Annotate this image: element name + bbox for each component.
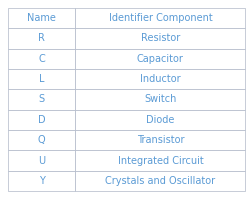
Bar — [75, 69, 244, 89]
Bar — [8, 8, 75, 28]
Text: Integrated Circuit: Integrated Circuit — [117, 156, 202, 166]
Bar — [8, 130, 75, 150]
Bar — [8, 69, 75, 89]
Text: Identifier Component: Identifier Component — [108, 13, 211, 23]
Bar — [75, 171, 244, 191]
Bar — [8, 110, 75, 130]
Text: U: U — [38, 156, 45, 166]
Bar — [8, 28, 75, 49]
Text: C: C — [38, 54, 45, 64]
Text: Resistor: Resistor — [140, 33, 179, 43]
Bar — [75, 89, 244, 110]
Bar — [8, 89, 75, 110]
Bar — [75, 8, 244, 28]
Text: Y: Y — [38, 176, 44, 186]
Text: Switch: Switch — [144, 95, 176, 104]
Text: Q: Q — [38, 135, 45, 145]
Bar — [75, 130, 244, 150]
Text: D: D — [38, 115, 45, 125]
Bar — [75, 110, 244, 130]
Text: L: L — [39, 74, 44, 84]
Bar — [8, 171, 75, 191]
Text: R: R — [38, 33, 45, 43]
Bar — [8, 150, 75, 171]
Bar — [8, 49, 75, 69]
Bar — [75, 28, 244, 49]
Bar — [75, 49, 244, 69]
Text: S: S — [38, 95, 44, 104]
Bar — [75, 150, 244, 171]
Text: Capacitor: Capacitor — [136, 54, 183, 64]
Text: Crystals and Oscillator: Crystals and Oscillator — [105, 176, 215, 186]
Text: Diode: Diode — [146, 115, 174, 125]
Text: Transistor: Transistor — [136, 135, 183, 145]
Text: Name: Name — [27, 13, 56, 23]
Text: Inductor: Inductor — [140, 74, 180, 84]
